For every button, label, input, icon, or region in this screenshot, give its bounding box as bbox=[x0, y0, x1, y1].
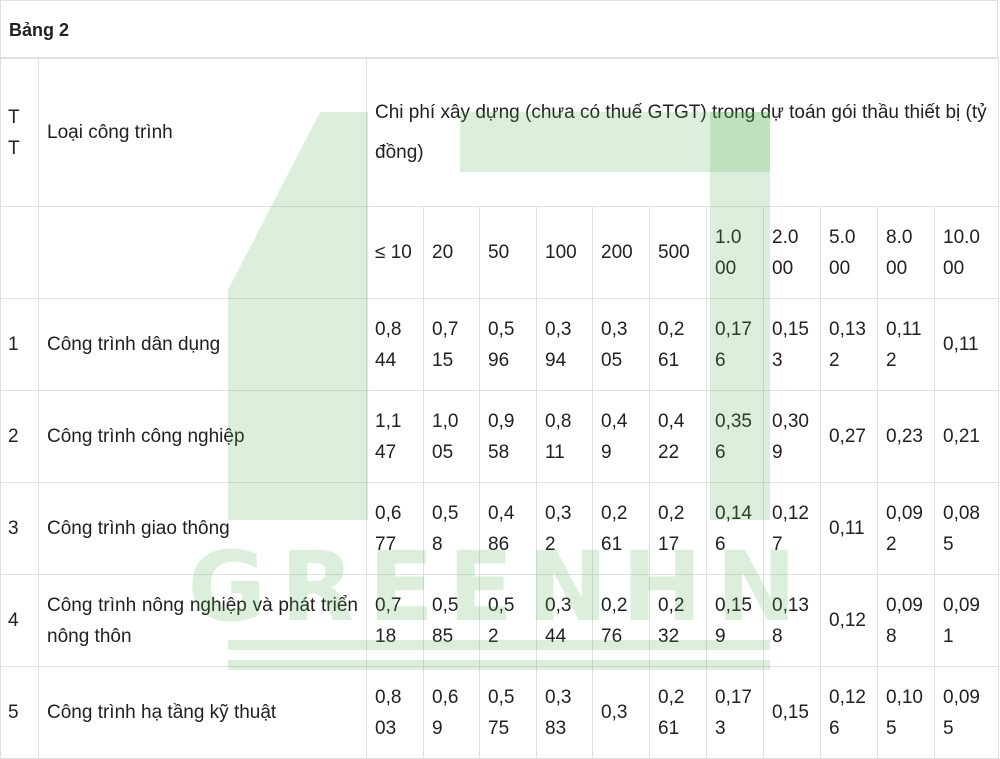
row-type-name: Công trình công nghiệp bbox=[38, 390, 367, 483]
rate-cell: 0,30 9 bbox=[763, 390, 821, 483]
threshold-cell: 500 bbox=[649, 206, 707, 299]
threshold-cell: 200 bbox=[592, 206, 650, 299]
rate-cell: 0,6 77 bbox=[366, 482, 424, 575]
rate-cell: 0,15 bbox=[763, 666, 821, 759]
rate-cell: 0,35 6 bbox=[706, 390, 764, 483]
cost-header-unit: đồng) bbox=[375, 142, 424, 163]
rate-cell: 0,11 bbox=[933, 298, 1000, 391]
row-stt: 5 bbox=[0, 666, 39, 759]
rate-cell: 0,27 bbox=[820, 390, 878, 483]
rate-cell: 0,3 bbox=[592, 666, 650, 759]
table-row: 3 Công trình giao thông 0,6 77 0,5 8 0,4 86 0… bbox=[0, 482, 1000, 575]
threshold-cell: 100 bbox=[536, 206, 593, 299]
rate-cell: 0,2 61 bbox=[649, 666, 707, 759]
threshold-cell: ≤ 10 bbox=[366, 206, 424, 299]
threshold-cell: 50 bbox=[479, 206, 537, 299]
cost-header: Chi phí xây dựng (chưa có thuế GTGT) tro… bbox=[365, 58, 1000, 207]
type-header: Loại công trình bbox=[38, 58, 367, 207]
rate-cell: 0,3 44 bbox=[536, 574, 593, 667]
table-caption: Bảng 2 bbox=[0, 0, 998, 58]
rate-cell: 0,11 2 bbox=[877, 298, 935, 391]
row-stt: 4 bbox=[0, 574, 39, 667]
row-stt: 1 bbox=[0, 298, 39, 391]
threshold-cell: 20 bbox=[423, 206, 480, 299]
rate-cell: 0,5 85 bbox=[423, 574, 480, 667]
rate-cell: 0,5 2 bbox=[479, 574, 537, 667]
rate-cell: 0,17 3 bbox=[706, 666, 764, 759]
threshold-cell: 8.0 00 bbox=[877, 206, 935, 299]
table-row: 1 Công trình dân dụng 0,8 44 0,7 15 0,5 96 0,… bbox=[0, 298, 1000, 391]
rate-cell: 0,4 22 bbox=[649, 390, 707, 483]
rate-cell: 0,8 03 bbox=[366, 666, 424, 759]
rate-cell: 0,12 7 bbox=[763, 482, 821, 575]
row-type-name: Công trình dân dụng bbox=[38, 298, 367, 391]
table-row: 4 Công trình nông nghiệp và phát triển nô… bbox=[0, 574, 1000, 667]
cost-header-text: Chi phí xây dựng (chưa có thuế GTGT) tro… bbox=[375, 102, 987, 123]
rate-cell: 0,2 61 bbox=[649, 298, 707, 391]
rate-cell: 0,6 9 bbox=[423, 666, 480, 759]
threshold-cell: 10.0 00 bbox=[933, 206, 1000, 299]
rate-cell: 0,7 15 bbox=[423, 298, 480, 391]
rate-cell: 0,3 94 bbox=[536, 298, 593, 391]
rate-cell: 0,12 bbox=[820, 574, 878, 667]
rate-cell: 0,5 96 bbox=[479, 298, 537, 391]
rate-cell: 0,9 58 bbox=[479, 390, 537, 483]
rate-cell: 0,8 11 bbox=[536, 390, 593, 483]
rate-cell: 0,15 3 bbox=[763, 298, 821, 391]
rate-cell: 0,14 6 bbox=[706, 482, 764, 575]
rate-cell: 1,0 05 bbox=[423, 390, 480, 483]
rate-cell: 0,17 6 bbox=[706, 298, 764, 391]
row-stt: 3 bbox=[0, 482, 39, 575]
rate-cell: 0,09 1 bbox=[933, 574, 1000, 667]
rate-cell: 0,12 6 bbox=[820, 666, 878, 759]
rate-cell: 0,2 17 bbox=[649, 482, 707, 575]
rate-cell: 0,8 44 bbox=[366, 298, 424, 391]
row-type-name: Công trình giao thông bbox=[38, 482, 367, 575]
rate-cell: 0,7 18 bbox=[366, 574, 424, 667]
rate-cell: 0,09 2 bbox=[877, 482, 935, 575]
rate-cell: 0,3 83 bbox=[536, 666, 593, 759]
rate-cell: 0,23 bbox=[877, 390, 935, 483]
rate-cell: 0,3 2 bbox=[536, 482, 593, 575]
rate-cell: 0,5 75 bbox=[479, 666, 537, 759]
row-stt: 2 bbox=[0, 390, 39, 483]
rate-cell: 0,09 8 bbox=[877, 574, 935, 667]
threshold-row: ≤ 10 20 50 100 200 500 1.0 00 2.0 00 5.0 00 8.0 0… bbox=[0, 206, 1000, 299]
rate-cell: 0,08 5 bbox=[933, 482, 1000, 575]
rate-cell: 0,21 bbox=[933, 390, 1000, 483]
rate-cell: 0,09 5 bbox=[933, 666, 1000, 759]
rate-cell: 0,4 86 bbox=[479, 482, 537, 575]
header-row: T T Loại công trình Chi phí xây dựng (ch… bbox=[0, 58, 1000, 207]
rate-cell: 0,13 8 bbox=[763, 574, 821, 667]
cost-table: T T Loại công trình Chi phí xây dựng (ch… bbox=[0, 58, 1000, 759]
rate-cell: 0,2 32 bbox=[649, 574, 707, 667]
rate-cell: 1,1 47 bbox=[366, 390, 424, 483]
row-type-name: Công trình hạ tầng kỹ thuật bbox=[38, 666, 367, 759]
rate-cell: 0,15 9 bbox=[706, 574, 764, 667]
rate-cell: 0,3 05 bbox=[592, 298, 650, 391]
threshold-cell: 2.0 00 bbox=[763, 206, 821, 299]
row-type-name: Công trình nông nghiệp và phát triển nôn… bbox=[38, 574, 367, 667]
table-row: 2 Công trình công nghiệp 1,1 47 1,0 05 0,9 5… bbox=[0, 390, 1000, 483]
rate-cell: 0,2 61 bbox=[592, 482, 650, 575]
rate-cell: 0,10 5 bbox=[877, 666, 935, 759]
threshold-blank-stt bbox=[0, 206, 39, 299]
threshold-cell: 5.0 00 bbox=[820, 206, 878, 299]
rate-cell: 0,13 2 bbox=[820, 298, 878, 391]
threshold-blank-type bbox=[38, 206, 367, 299]
rate-cell: 0,2 76 bbox=[592, 574, 650, 667]
rate-cell: 0,11 bbox=[820, 482, 878, 575]
stt-header: T T bbox=[0, 58, 39, 207]
rate-cell: 0,4 9 bbox=[592, 390, 650, 483]
threshold-cell: 1.0 00 bbox=[706, 206, 764, 299]
rate-cell: 0,5 8 bbox=[423, 482, 480, 575]
